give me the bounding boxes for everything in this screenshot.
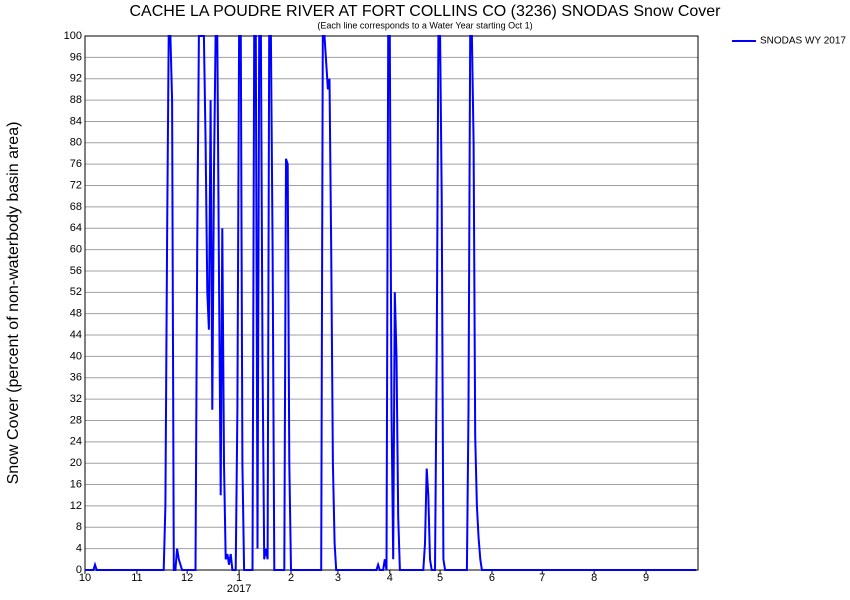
y-tick-label: 80: [70, 137, 82, 149]
y-tick-label: 36: [70, 372, 82, 384]
y-tick-label: 40: [70, 350, 82, 362]
y-tick-label: 0: [76, 564, 82, 576]
y-tick-label: 32: [70, 393, 82, 405]
x-tick-label: 9: [643, 572, 649, 584]
y-tick-label: 96: [70, 51, 82, 63]
y-tick-label: 12: [70, 500, 82, 512]
y-tick-label: 84: [70, 115, 82, 127]
y-tick-label: 68: [70, 201, 82, 213]
y-tick-label: 48: [70, 308, 82, 320]
y-tick-label: 16: [70, 478, 82, 490]
plot-frame: [84, 35, 699, 571]
y-tick-label: 4: [76, 543, 82, 555]
year-label: 2017: [227, 583, 251, 595]
y-tick-label: 28: [70, 414, 82, 426]
x-tick-label: 5: [437, 572, 443, 584]
y-tick-label: 60: [70, 244, 82, 256]
y-tick-label: 44: [70, 329, 82, 341]
y-axis-label: Snow Cover (percent of non-waterbody bas…: [5, 122, 22, 485]
y-tick-label: 64: [70, 222, 82, 234]
y-tick-label: 72: [70, 179, 82, 191]
x-tick-label: 4: [387, 572, 393, 584]
y-tick-label: 88: [70, 94, 82, 106]
y-tick-label: 52: [70, 286, 82, 298]
x-tick-label: 8: [591, 572, 597, 584]
x-tick-label: 12: [181, 572, 193, 584]
chart-subtitle: (Each line corresponds to a Water Year s…: [317, 20, 532, 30]
legend-label: SNODAS WY 2017: [760, 36, 846, 47]
chart-title: CACHE LA POUDRE RIVER AT FORT COLLINS CO…: [130, 3, 722, 20]
x-tick-label: 2: [288, 572, 294, 584]
x-tick-label: 7: [539, 572, 545, 584]
y-tick-label: 100: [64, 30, 82, 42]
data-line: [85, 35, 697, 571]
y-tick-label: 76: [70, 158, 82, 170]
x-tick-label: 1: [236, 572, 242, 584]
y-tick-label: 20: [70, 457, 82, 469]
x-tick-label: 10: [79, 572, 91, 584]
y-tick-label: 8: [76, 521, 82, 533]
y-tick-label: 92: [70, 73, 82, 85]
x-tick-label: 11: [131, 572, 142, 584]
y-tick-label: 56: [70, 265, 82, 277]
y-tick-label: 24: [70, 436, 82, 448]
x-tick-label: 6: [489, 572, 495, 584]
x-tick-label: 3: [335, 572, 341, 584]
